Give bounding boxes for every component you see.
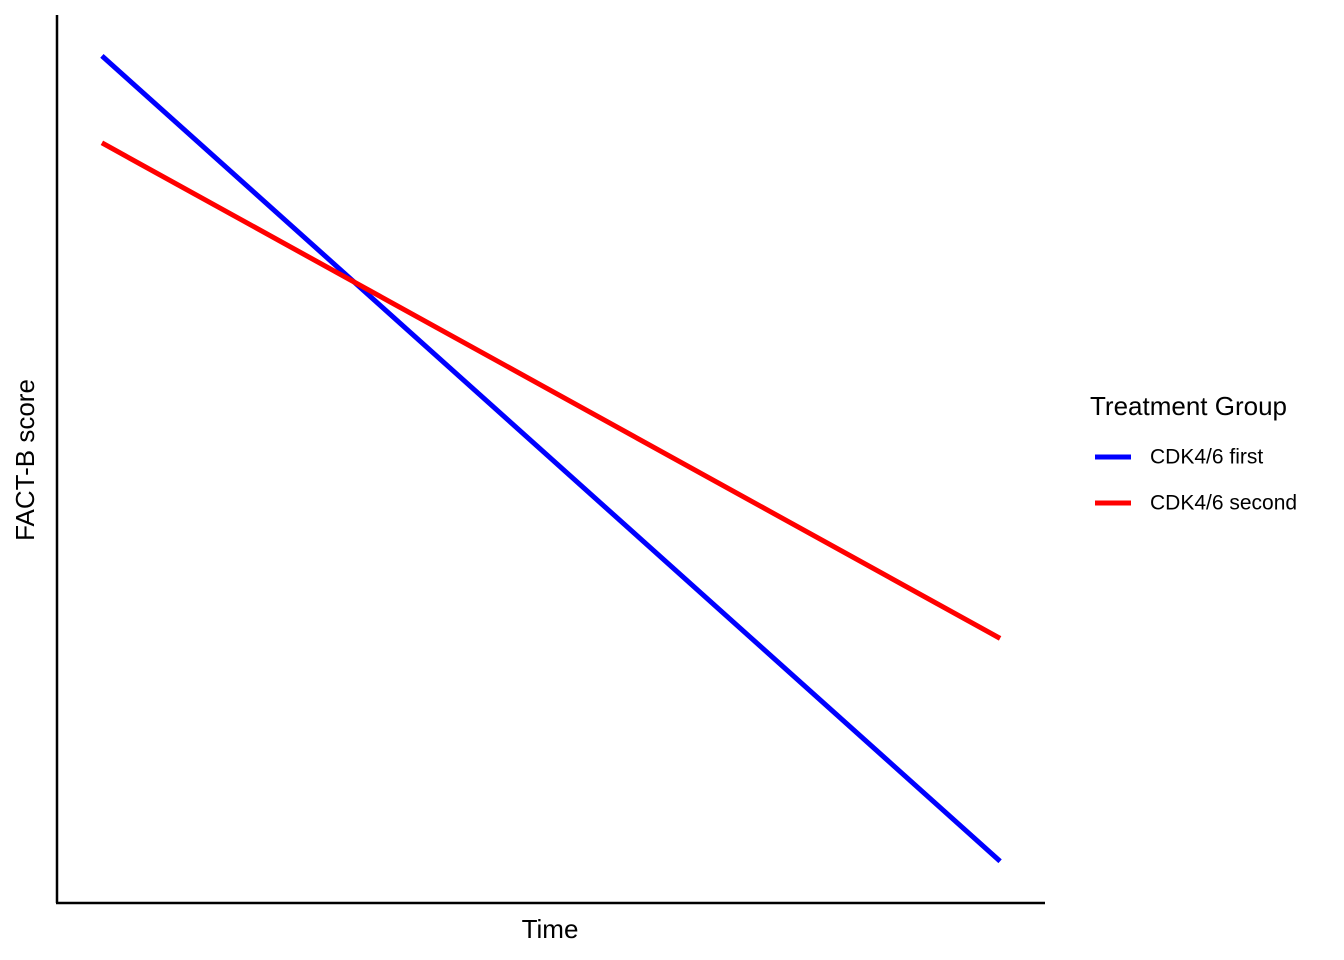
x-axis-label: Time: [522, 914, 579, 944]
y-axis-label: FACT-B score: [10, 379, 40, 541]
series-line: [100, 53, 1002, 864]
series-line: [100, 140, 1002, 641]
legend-label: CDK4/6 first: [1150, 446, 1263, 469]
legend-title: Treatment Group: [1090, 391, 1287, 421]
legend-label: CDK4/6 second: [1150, 492, 1297, 515]
